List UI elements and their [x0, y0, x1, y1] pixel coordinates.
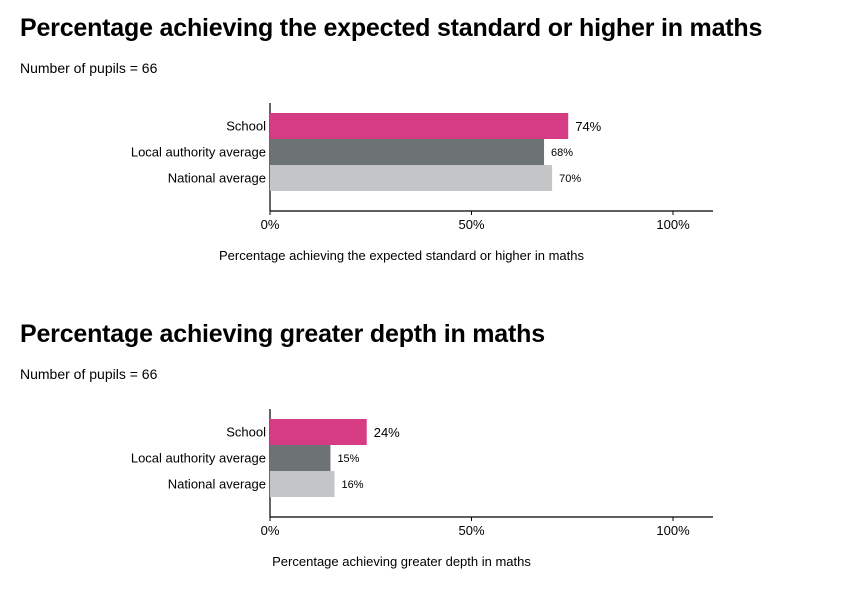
- data-label: 74%: [575, 119, 601, 134]
- data-label: 68%: [551, 147, 573, 159]
- data-label: 70%: [559, 173, 581, 185]
- x-tick-label: 0%: [261, 523, 280, 538]
- bar: [270, 445, 331, 471]
- x-axis-label: Percentage achieving the expected standa…: [219, 248, 584, 263]
- bar: [270, 471, 335, 497]
- category-label: Local authority average: [131, 451, 266, 466]
- category-label: School: [226, 119, 266, 134]
- x-axis-label: Percentage achieving greater depth in ma…: [272, 554, 531, 569]
- bar-chart: School 74% Local authority average 68% Natio…: [131, 103, 713, 263]
- x-tick-label: 100%: [656, 217, 690, 232]
- bar: [270, 113, 569, 139]
- x-tick-label: 50%: [458, 217, 484, 232]
- x-tick-label: 0%: [261, 217, 280, 232]
- category-label: National average: [168, 171, 266, 186]
- chart-title: Percentage achieving greater depth in ma…: [20, 320, 545, 348]
- data-label: 24%: [374, 425, 400, 440]
- x-tick-label: 100%: [656, 523, 690, 538]
- chart-section-greater-depth: Percentage achieving greater depth in ma…: [0, 306, 852, 605]
- chart-subtitle: Number of pupils = 66: [20, 60, 158, 76]
- chart-section-expected-standard: Percentage achieving the expected standa…: [0, 0, 852, 300]
- x-tick-label: 50%: [458, 523, 484, 538]
- chart-subtitle: Number of pupils = 66: [20, 366, 158, 382]
- bar: [270, 139, 545, 165]
- data-label: 15%: [337, 453, 359, 465]
- category-label: Local authority average: [131, 145, 266, 160]
- bar: [270, 165, 553, 191]
- category-label: School: [226, 425, 266, 440]
- data-label: 16%: [341, 479, 363, 491]
- bar-chart: School 24% Local authority average 15% Natio…: [131, 409, 713, 569]
- category-label: National average: [168, 477, 266, 492]
- chart-title: Percentage achieving the expected standa…: [20, 14, 763, 42]
- bar: [270, 419, 367, 445]
